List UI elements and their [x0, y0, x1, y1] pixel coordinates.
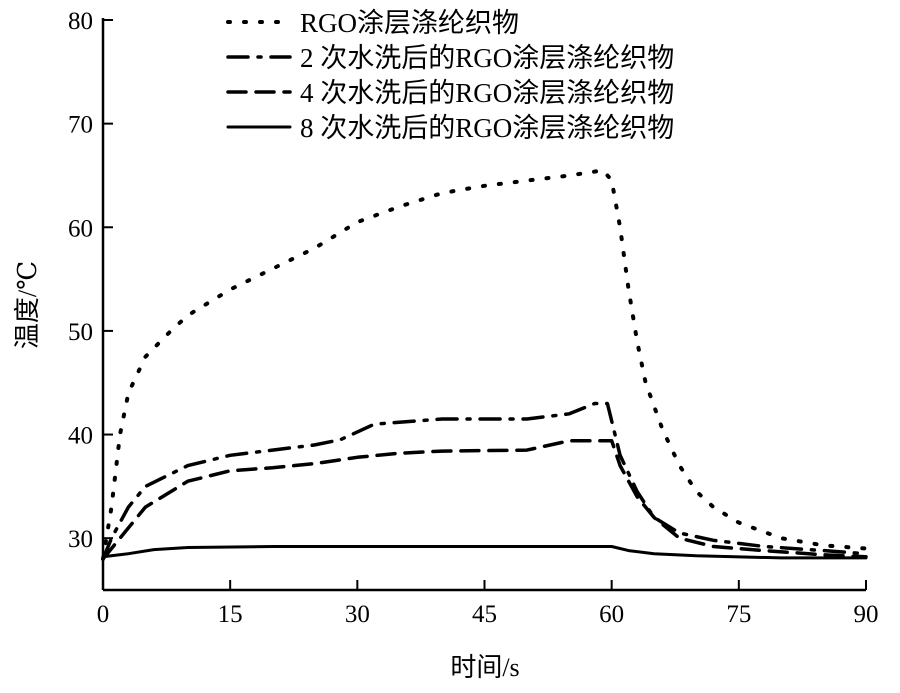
- series-line-4: [101, 545, 868, 560]
- series-group: [101, 168, 868, 561]
- y-tick-label: 40: [68, 423, 93, 450]
- x-tick-label: 15: [218, 601, 243, 628]
- y-tick-label: 70: [68, 112, 93, 139]
- legend-label: 2 次水洗后的RGO涂层涤纶织物: [300, 43, 674, 73]
- y-tick-label: 50: [68, 319, 93, 346]
- series-line-1: [101, 168, 868, 561]
- x-tick-label: 60: [599, 601, 624, 628]
- y-tick-label: 80: [68, 8, 93, 35]
- y-axis-label: 温度/℃: [13, 261, 42, 349]
- legend-label: RGO涂层涤纶织物: [300, 8, 519, 38]
- x-tick-label: 0: [97, 601, 110, 628]
- series-line-2: [101, 401, 868, 561]
- y-tick-label: 60: [68, 215, 93, 242]
- x-tick-label: 75: [726, 601, 751, 628]
- x-axis-label: 时间/s: [450, 653, 519, 682]
- x-tick-label: 45: [472, 601, 497, 628]
- y-tick-label: 30: [68, 526, 93, 553]
- x-tick-label: 30: [345, 601, 370, 628]
- series-line-3: [101, 439, 868, 561]
- x-tick-label: 90: [854, 601, 879, 628]
- legend-label: 8 次水洗后的RGO涂层涤纶织物: [300, 113, 674, 143]
- axes: 0 15 30 45 60 75 90 30 40 50 60 70 80: [68, 8, 879, 628]
- legend-label: 4 次水洗后的RGO涂层涤纶织物: [300, 78, 674, 108]
- legend: RGO涂层涤纶织物 2 次水洗后的RGO涂层涤纶织物 4 次水洗后的RGO涂层涤纶织…: [226, 8, 674, 143]
